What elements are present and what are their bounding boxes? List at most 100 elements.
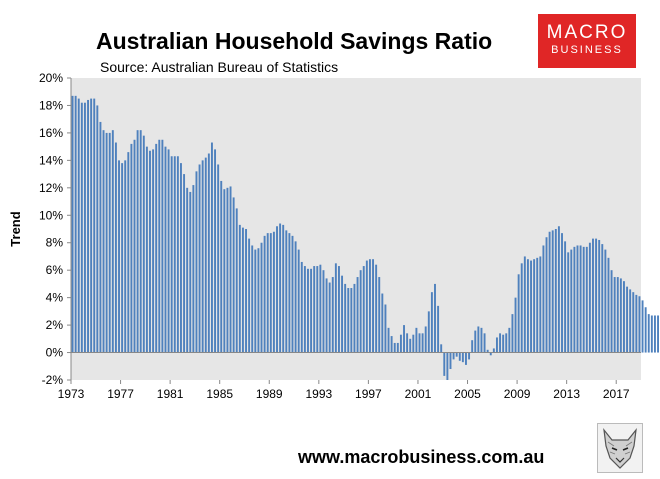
bar xyxy=(269,233,272,353)
bar xyxy=(359,270,362,353)
bar xyxy=(226,187,229,353)
bar xyxy=(595,238,598,353)
bar xyxy=(353,283,356,353)
bar xyxy=(297,249,300,353)
bar xyxy=(322,270,325,353)
bar xyxy=(641,300,644,353)
bar xyxy=(90,98,93,353)
bar xyxy=(465,352,467,365)
y-tick-label: 2% xyxy=(46,318,64,332)
bar xyxy=(291,235,294,353)
bar xyxy=(638,296,641,353)
x-tick-label: 1985 xyxy=(206,387,233,401)
x-tick-label: 2013 xyxy=(553,387,580,401)
bar xyxy=(87,99,89,353)
bar xyxy=(307,268,309,353)
bar xyxy=(592,238,594,353)
bar xyxy=(108,132,111,353)
bar xyxy=(523,256,526,353)
y-axis-label: Trend xyxy=(8,211,23,246)
y-tick-label: 4% xyxy=(46,291,64,305)
bar xyxy=(192,185,195,353)
bar xyxy=(111,130,114,353)
bar xyxy=(241,227,244,353)
bar xyxy=(362,266,365,353)
bar xyxy=(121,163,124,353)
bar xyxy=(644,307,647,353)
bar xyxy=(461,352,464,363)
bar xyxy=(418,333,421,353)
bar xyxy=(381,293,384,353)
bar xyxy=(263,235,266,353)
bar xyxy=(183,174,186,353)
bar xyxy=(124,160,127,353)
bar xyxy=(220,180,223,353)
bar xyxy=(520,263,523,353)
bar xyxy=(582,246,585,353)
x-axis: 1973 1977 1981 1985 1989 1993 1997 2001 2005 2009… xyxy=(58,380,630,401)
bar xyxy=(313,266,316,353)
bar xyxy=(384,304,387,353)
bar xyxy=(440,344,443,353)
bar xyxy=(492,348,495,353)
bar xyxy=(601,244,604,353)
bar xyxy=(167,149,170,353)
bar xyxy=(173,156,176,353)
bar xyxy=(105,132,108,353)
bar xyxy=(316,266,319,353)
bar xyxy=(350,288,353,353)
bar xyxy=(619,278,622,353)
bar xyxy=(279,223,282,353)
bar xyxy=(96,105,99,353)
bar xyxy=(127,152,130,353)
bar xyxy=(530,260,532,353)
website-url[interactable]: www.macrobusiness.com.au xyxy=(298,447,545,467)
bar xyxy=(180,163,182,353)
bar xyxy=(551,230,554,353)
bar xyxy=(303,266,306,353)
bar xyxy=(567,252,570,353)
bar xyxy=(347,288,350,353)
bar xyxy=(254,249,257,353)
y-tick-label: 12% xyxy=(39,181,63,195)
bar xyxy=(545,237,548,353)
bar xyxy=(83,102,86,353)
bar xyxy=(526,259,529,353)
bar xyxy=(449,352,452,370)
bar xyxy=(424,326,427,353)
bar xyxy=(455,352,458,357)
bar xyxy=(223,189,226,353)
bar xyxy=(390,336,393,353)
bar xyxy=(217,164,220,353)
y-tick-label: 20% xyxy=(39,71,63,85)
x-tick-label: 1973 xyxy=(58,387,85,401)
bar xyxy=(443,352,446,376)
bar xyxy=(331,277,334,353)
bar xyxy=(238,224,241,353)
bar xyxy=(341,275,344,353)
bar xyxy=(310,268,313,353)
bar xyxy=(495,337,498,353)
x-tick-label: 2001 xyxy=(405,387,432,401)
macrobusiness-logo[interactable]: MACRO BUSINESS xyxy=(538,14,636,68)
bar xyxy=(245,229,247,353)
x-tick-label: 1997 xyxy=(355,387,382,401)
y-tick-label: 6% xyxy=(46,263,64,277)
bar xyxy=(480,327,483,353)
bar xyxy=(158,139,161,353)
x-tick-label: 2017 xyxy=(603,387,630,401)
bar xyxy=(508,327,511,353)
y-tick-label: 10% xyxy=(39,208,63,222)
bar xyxy=(477,326,480,353)
logo-line-2: BUSINESS xyxy=(551,44,623,56)
bar xyxy=(294,241,297,353)
y-tick-label: 8% xyxy=(46,236,64,250)
wolf-logo-icon xyxy=(597,423,643,473)
bar xyxy=(251,245,254,353)
bar xyxy=(130,143,133,353)
bar xyxy=(164,146,167,353)
bar xyxy=(474,330,477,353)
y-tick-label: 18% xyxy=(39,98,63,112)
bar xyxy=(325,278,328,353)
bar xyxy=(579,245,582,353)
